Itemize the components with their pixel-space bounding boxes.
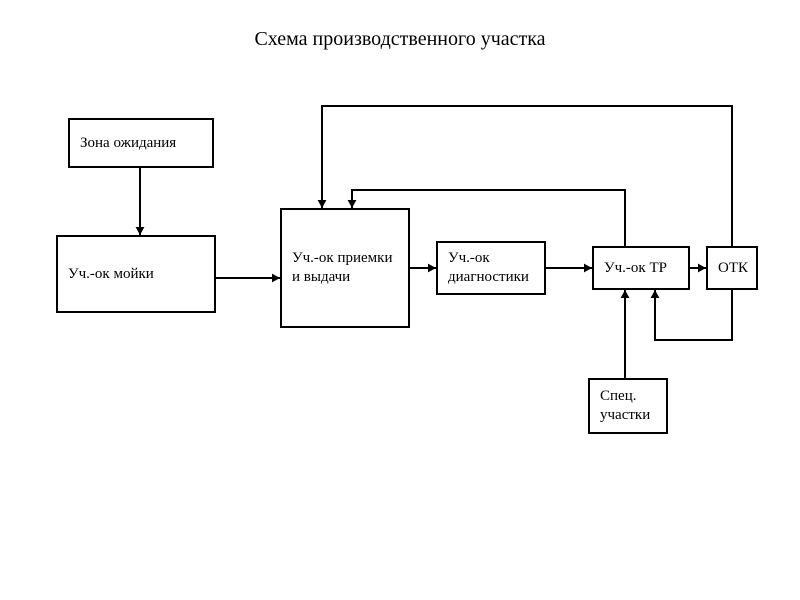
- diagram-title: Схема производственного участка: [0, 28, 800, 51]
- node-waiting-label: Зона ожидания: [80, 134, 176, 153]
- node-washing: Уч.-ок мойки: [56, 235, 216, 313]
- node-waiting: Зона ожидания: [68, 118, 214, 168]
- flowchart-canvas: Схема производственного участка Зона ожи…: [0, 0, 800, 600]
- node-otk-label: ОТК: [718, 259, 748, 278]
- node-diagnostic: Уч.-ок диагностики: [436, 241, 546, 295]
- node-reception-label: Уч.-ок приемки и выдачи: [292, 249, 398, 287]
- node-tr: Уч.-ок ТР: [592, 246, 690, 290]
- node-diagnostic-label: Уч.-ок диагностики: [448, 249, 534, 287]
- node-washing-label: Уч.-ок мойки: [68, 265, 154, 284]
- node-spec-label: Спец. участки: [600, 387, 656, 425]
- edge-otk-down-to-tr: [655, 290, 732, 340]
- node-reception: Уч.-ок приемки и выдачи: [280, 208, 410, 328]
- node-otk: ОТК: [706, 246, 758, 290]
- node-spec: Спец. участки: [588, 378, 668, 434]
- node-tr-label: Уч.-ок ТР: [604, 259, 667, 278]
